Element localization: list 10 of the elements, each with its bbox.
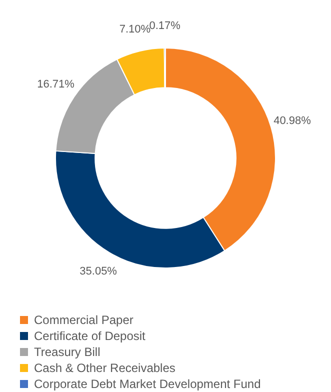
- legend-label: Certificate of Deposit: [34, 328, 146, 344]
- legend-label: Commercial Paper: [34, 312, 134, 328]
- data-label: 16.71%: [37, 78, 75, 91]
- legend-label: Corporate Debt Market Development Fund: [34, 376, 261, 392]
- legend-label: Cash & Other Receivables: [34, 360, 176, 376]
- data-label: 0.17%: [149, 20, 181, 32]
- data-label: 40.98%: [274, 115, 312, 128]
- data-label: 7.10%: [119, 24, 151, 36]
- data-label: 35.05%: [80, 266, 118, 278]
- legend-label: Treasury Bill: [34, 344, 100, 360]
